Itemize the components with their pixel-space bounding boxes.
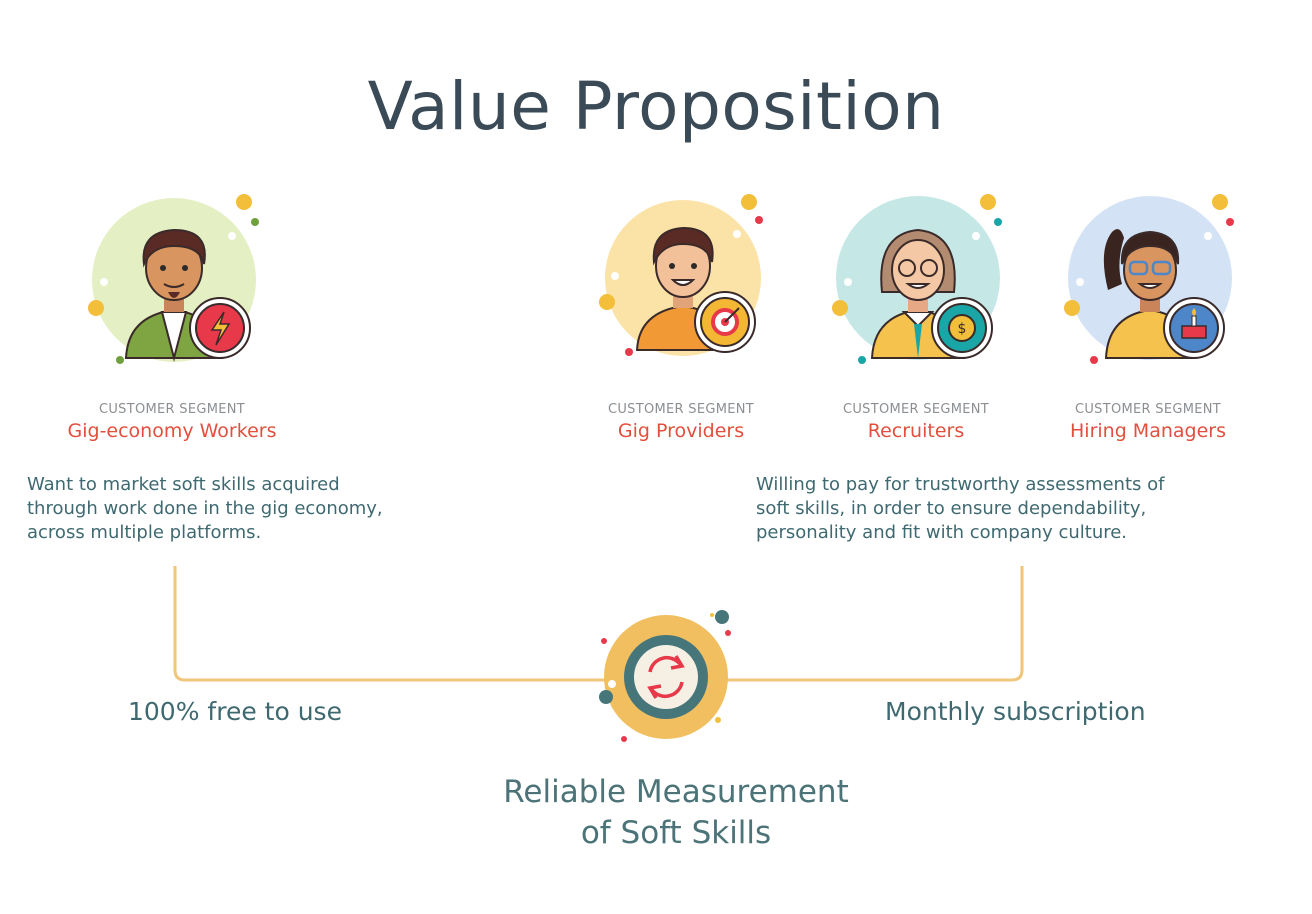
right-price-label: Monthly subscription [885,697,1146,726]
segment-kicker: CUSTOMER SEGMENT [842,402,990,417]
avatar-gig-economy-worker [74,180,274,380]
segment-name-gig-economy-workers: Gig-economy Workers [67,420,277,442]
left-price-label: 100% free to use [128,697,342,726]
refresh-cycle-icon [590,602,740,752]
avatar-hiring-manager [1050,180,1250,380]
right-description: Willing to pay for trustworthy assessmen… [756,474,1165,543]
segment-name-recruiters: Recruiters [867,420,965,442]
segment-name-hiring-managers: Hiring Managers [1070,420,1226,442]
svg-text:$: $ [958,321,967,337]
left-description: Want to market soft skills acquired thro… [27,474,383,543]
segment-kicker: CUSTOMER SEGMENT [98,402,246,417]
segment-name-gig-providers: Gig Providers [617,420,745,442]
center-label: Reliable Measurement of Soft Skills [503,774,849,851]
segment-kicker: CUSTOMER SEGMENT [1074,402,1222,417]
segment-kicker: CUSTOMER SEGMENT [607,402,755,417]
page-title: Value Proposition [367,68,945,145]
avatar-gig-provider [583,180,783,380]
avatar-recruiter: $ [818,180,1018,380]
